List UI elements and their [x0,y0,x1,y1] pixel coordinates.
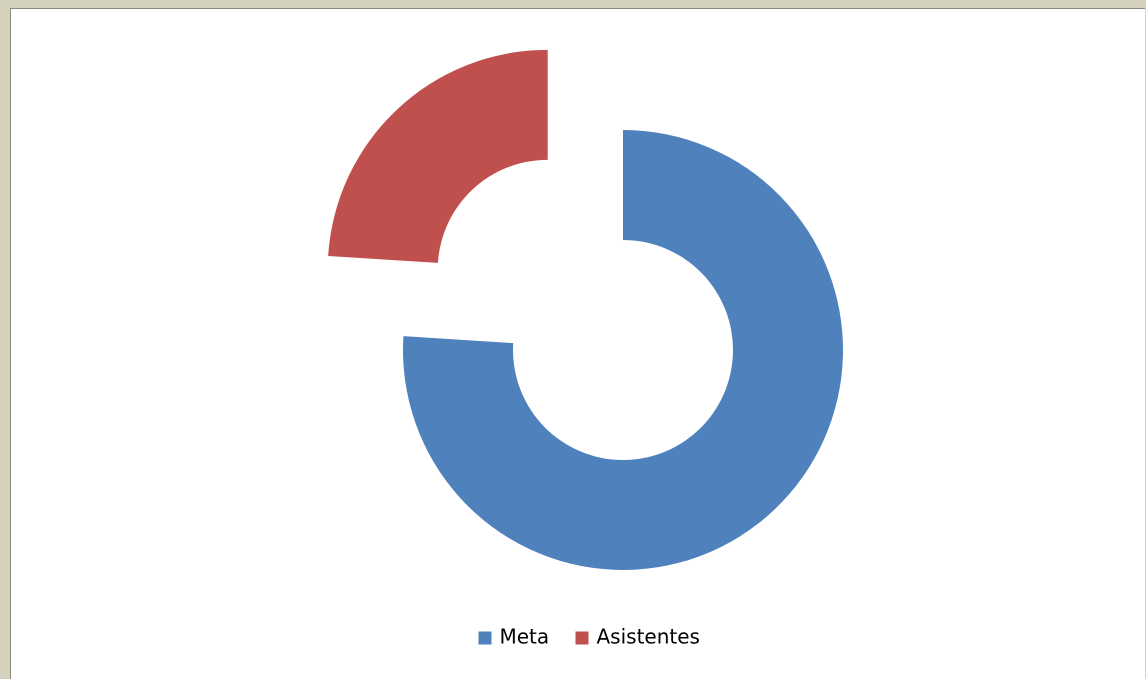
legend-label: Asistentes [597,625,700,649]
donut-slice [403,130,843,570]
donut-slice [328,49,548,263]
legend-swatch [478,631,492,645]
legend-label: Meta [500,625,550,649]
legend-swatch [575,631,589,645]
chart-panel [10,8,1145,679]
